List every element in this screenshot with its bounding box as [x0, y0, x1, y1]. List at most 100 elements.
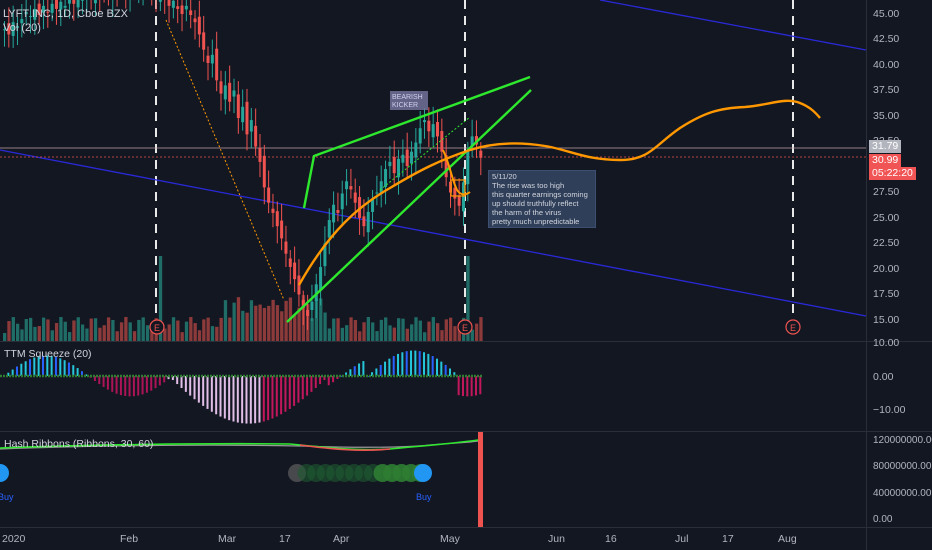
hash-tick: 40000000.00 — [873, 488, 932, 499]
candle-body — [184, 5, 188, 10]
volume-bar — [184, 321, 189, 341]
volume-bar — [85, 328, 89, 341]
ttm-bar — [80, 371, 83, 376]
volume-bar — [158, 256, 163, 341]
volume-bar — [46, 319, 50, 341]
volume-bar — [228, 317, 232, 341]
orange-dotted-line[interactable] — [165, 19, 285, 301]
volume-bar — [392, 327, 396, 341]
hash-ribbons-label[interactable]: Hash Ribbons (Ribbons, 30, 60) — [4, 438, 154, 450]
volume-bar — [414, 317, 418, 341]
symbol-title[interactable]: LYFT INC, 1D, Cboe BZX — [3, 8, 128, 20]
ttm-bar — [163, 376, 166, 383]
earnings-marker-icon[interactable] — [457, 319, 473, 335]
candle-body — [327, 220, 331, 238]
time-axis[interactable]: 2020 Feb Mar 17 Apr May Jun 16 Jul 17 Aug — [0, 528, 866, 550]
earnings-markers[interactable]: E E E — [149, 319, 801, 335]
price-tick: 15.00 — [873, 314, 900, 326]
ttm-bar — [474, 376, 477, 396]
volume-bar — [124, 317, 128, 341]
ttm-bar — [397, 353, 400, 376]
volume-bar — [3, 333, 7, 341]
ttm-histogram — [3, 350, 482, 424]
volume-bar — [37, 326, 41, 341]
volume-bar — [375, 331, 379, 341]
earnings-marker-icon[interactable] — [149, 319, 165, 335]
volume-bar — [89, 318, 93, 341]
volume-bar — [397, 318, 401, 341]
volume-bar — [210, 326, 215, 341]
hash-ribbon-dots — [0, 464, 432, 482]
volume-bar — [436, 323, 440, 341]
bearish-kicker-box[interactable] — [390, 91, 428, 110]
volume-bar — [379, 319, 384, 341]
volume-bar — [7, 321, 11, 341]
volume-bar — [345, 325, 349, 341]
ttm-bar — [306, 376, 309, 396]
green-dotted-line[interactable] — [379, 116, 471, 191]
volume-bar — [262, 307, 267, 341]
ttm-bar — [384, 361, 387, 376]
candle-body — [267, 187, 271, 203]
volume-bar — [119, 322, 124, 341]
candle-body — [171, 0, 175, 8]
bearish-kicker-line2: KICKER — [392, 102, 418, 109]
blue-trendline-lower[interactable] — [0, 149, 867, 317]
candle-body — [423, 120, 427, 123]
volume-bar — [336, 318, 340, 341]
volume-bar — [54, 323, 59, 341]
candle-body — [241, 106, 245, 123]
volume-bar — [293, 314, 297, 341]
price-axis[interactable]: 45.0042.5040.0037.5035.0032.5030.0027.50… — [867, 0, 932, 528]
price-tick: 37.50 — [873, 84, 900, 96]
candle-body — [228, 82, 232, 102]
price-tick: 22.50 — [873, 237, 900, 249]
earnings-marker-icon[interactable] — [785, 319, 801, 335]
candle-body — [202, 32, 206, 50]
hash-ribbon-spike — [478, 432, 483, 527]
candle-body — [310, 301, 314, 310]
rising-wedge[interactable] — [286, 75, 532, 323]
earnings-lines — [155, 0, 794, 325]
hash-ribbon-red — [299, 444, 391, 452]
ttm-bar — [453, 372, 456, 376]
ttm-bar — [275, 376, 278, 417]
price-label: 31.79 — [869, 140, 902, 153]
time-tick: 16 — [605, 533, 617, 545]
volume-bar — [236, 297, 241, 341]
hash-dot — [0, 464, 9, 482]
ttm-bar — [189, 376, 192, 396]
ttm-bar — [184, 376, 187, 392]
orange-projection-curve[interactable] — [297, 99, 821, 286]
ttm-squeeze-label[interactable]: TTM Squeeze (20) — [4, 348, 92, 360]
time-tick: Jul — [675, 533, 689, 545]
ttm-bar — [461, 376, 464, 397]
candle-body — [453, 187, 457, 199]
wedge-upper-line[interactable] — [302, 75, 531, 209]
candle-body — [436, 122, 439, 137]
volume-bar — [11, 317, 15, 341]
volume-bar — [323, 312, 327, 341]
candle-body — [24, 11, 28, 15]
hash-dot — [414, 464, 432, 482]
blue-trendline-upper[interactable] — [599, 0, 867, 51]
ttm-bar — [440, 361, 443, 376]
ttm-bar — [106, 376, 109, 390]
volume-label[interactable]: Vol (20) — [3, 22, 41, 34]
volume-bar — [405, 328, 409, 341]
volume-bar — [33, 326, 37, 341]
wedge-lower-line[interactable] — [286, 89, 532, 323]
volume-bar — [440, 330, 444, 341]
ttm-bar — [115, 376, 118, 394]
ttm-bar — [362, 361, 365, 376]
note-box[interactable]: 5/11/20 The rise was too high this quart… — [488, 170, 596, 228]
volume-bar — [206, 317, 210, 341]
candle-body — [371, 199, 375, 212]
candle-body — [384, 169, 388, 187]
ttm-bar — [444, 364, 447, 376]
volume-bar — [180, 332, 184, 341]
candle-body — [271, 208, 275, 213]
ttm-bar — [124, 376, 127, 397]
volume-bar — [223, 300, 228, 341]
